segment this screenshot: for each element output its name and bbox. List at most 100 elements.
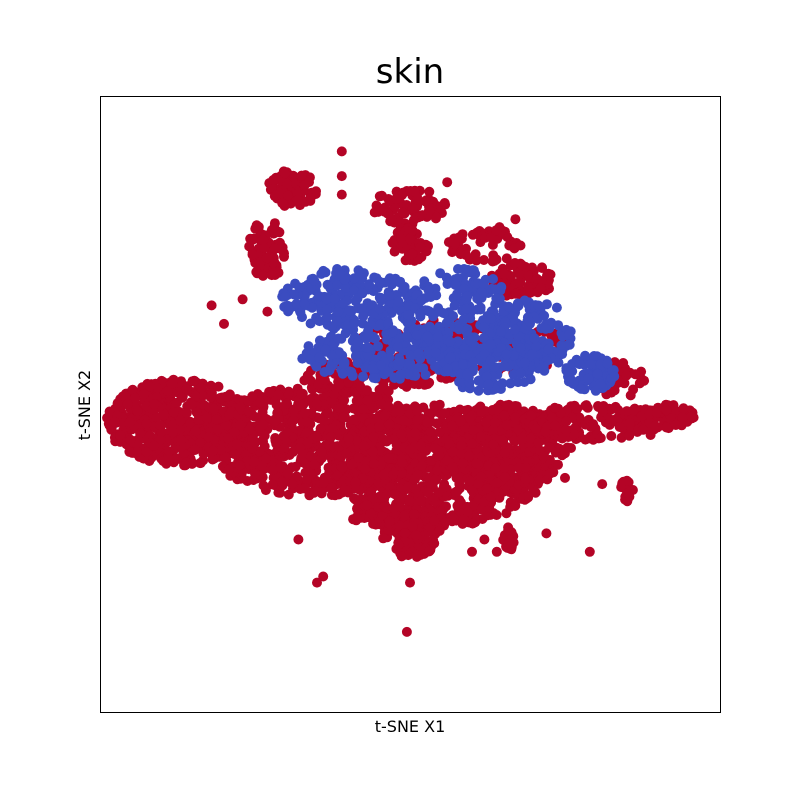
scatter-point — [541, 528, 552, 539]
scatter-point — [574, 412, 585, 423]
scatter-point — [431, 211, 441, 222]
scatter-point — [424, 306, 435, 317]
scatter-point — [341, 448, 352, 459]
scatter-point — [387, 237, 398, 248]
scatter-point — [439, 408, 450, 419]
scatter-point — [158, 410, 169, 421]
scatter-point — [489, 417, 500, 428]
scatter-point — [459, 264, 470, 274]
scatter-point — [164, 446, 174, 457]
scatter-point — [444, 439, 455, 450]
scatter-point — [312, 577, 322, 588]
scatter-point — [503, 538, 514, 549]
scatter-point — [203, 432, 214, 442]
scatter-point — [349, 318, 359, 329]
scatter-point — [375, 360, 386, 371]
scatter-point — [515, 342, 526, 353]
scatter-point — [212, 424, 223, 435]
scatter-point — [509, 258, 520, 268]
scatter-point — [351, 435, 362, 446]
scatter-point — [429, 538, 440, 549]
points-layer — [102, 146, 699, 637]
scatter-point — [478, 322, 489, 333]
scatter-point — [685, 411, 696, 422]
scatter-point — [510, 288, 521, 299]
scatter-point — [375, 292, 386, 303]
scatter-point — [581, 400, 592, 411]
scatter-point — [486, 313, 497, 324]
scatter-point — [461, 250, 472, 261]
scatter-point — [407, 225, 418, 236]
scatter-point — [372, 414, 383, 424]
scatter-point — [318, 571, 329, 582]
scatter-point — [261, 453, 271, 464]
scatter-point — [557, 433, 568, 444]
scatter-point — [661, 422, 672, 433]
scatter-point — [411, 330, 422, 341]
scatter-point — [638, 424, 649, 435]
scatter-point — [405, 350, 416, 361]
scatter-point — [337, 299, 348, 310]
scatter-point — [533, 437, 544, 448]
chart-title: skin — [376, 52, 444, 92]
scatter-point — [503, 399, 514, 410]
scatter-point — [301, 474, 312, 485]
scatter-point — [422, 417, 433, 428]
scatter-point — [505, 378, 516, 389]
scatter-point — [205, 392, 216, 403]
scatter-point — [487, 256, 498, 267]
scatter-point — [456, 448, 467, 459]
scatter-point — [353, 452, 364, 463]
scatter-point — [497, 435, 508, 446]
scatter-point — [522, 269, 533, 280]
scatter-point — [250, 468, 260, 479]
scatter-point — [318, 477, 329, 488]
scatter-point — [485, 339, 496, 350]
scatter-point — [201, 413, 212, 423]
scatter-point — [395, 369, 406, 380]
scatter-point — [195, 458, 206, 469]
scatter-point — [316, 268, 327, 279]
scatter-point — [306, 451, 317, 462]
scatter-point — [670, 420, 681, 430]
scatter-point — [541, 299, 552, 310]
scatter-point — [550, 420, 561, 431]
scatter-point — [388, 503, 399, 514]
scatter-point — [476, 406, 487, 417]
scatter-point — [320, 344, 331, 355]
scatter-point — [412, 469, 423, 480]
scatter-point — [335, 269, 345, 279]
scatter-point — [496, 326, 506, 337]
scatter-point — [449, 300, 460, 311]
scatter-point — [300, 483, 311, 494]
scatter-point — [357, 404, 368, 414]
scatter-point — [651, 407, 662, 418]
scatter-point — [585, 359, 596, 370]
scatter-point — [485, 232, 496, 243]
scatter-point — [282, 398, 293, 409]
scatter-point — [334, 379, 345, 390]
scatter-point — [368, 431, 379, 442]
scatter-point — [333, 489, 344, 500]
scatter-point — [415, 440, 426, 451]
scatter-point — [346, 367, 357, 377]
scatter-point — [279, 168, 290, 179]
scatter-point — [340, 282, 351, 293]
scatter-point — [583, 373, 594, 384]
scatter-point — [481, 417, 492, 428]
scatter-point — [334, 403, 345, 414]
scatter-point — [362, 395, 373, 406]
scatter-point — [562, 442, 573, 453]
scatter-point — [181, 407, 192, 418]
scatter-point — [415, 311, 426, 322]
scatter-point — [429, 515, 440, 526]
scatter-point — [248, 456, 259, 467]
scatter-point — [458, 314, 469, 325]
scatter-point — [424, 205, 435, 216]
scatter-point — [589, 351, 600, 361]
plot-frame — [100, 96, 721, 713]
scatter-point — [299, 408, 310, 419]
scatter-point — [109, 417, 120, 428]
scatter-point — [363, 329, 374, 340]
scatter-point — [382, 489, 393, 499]
